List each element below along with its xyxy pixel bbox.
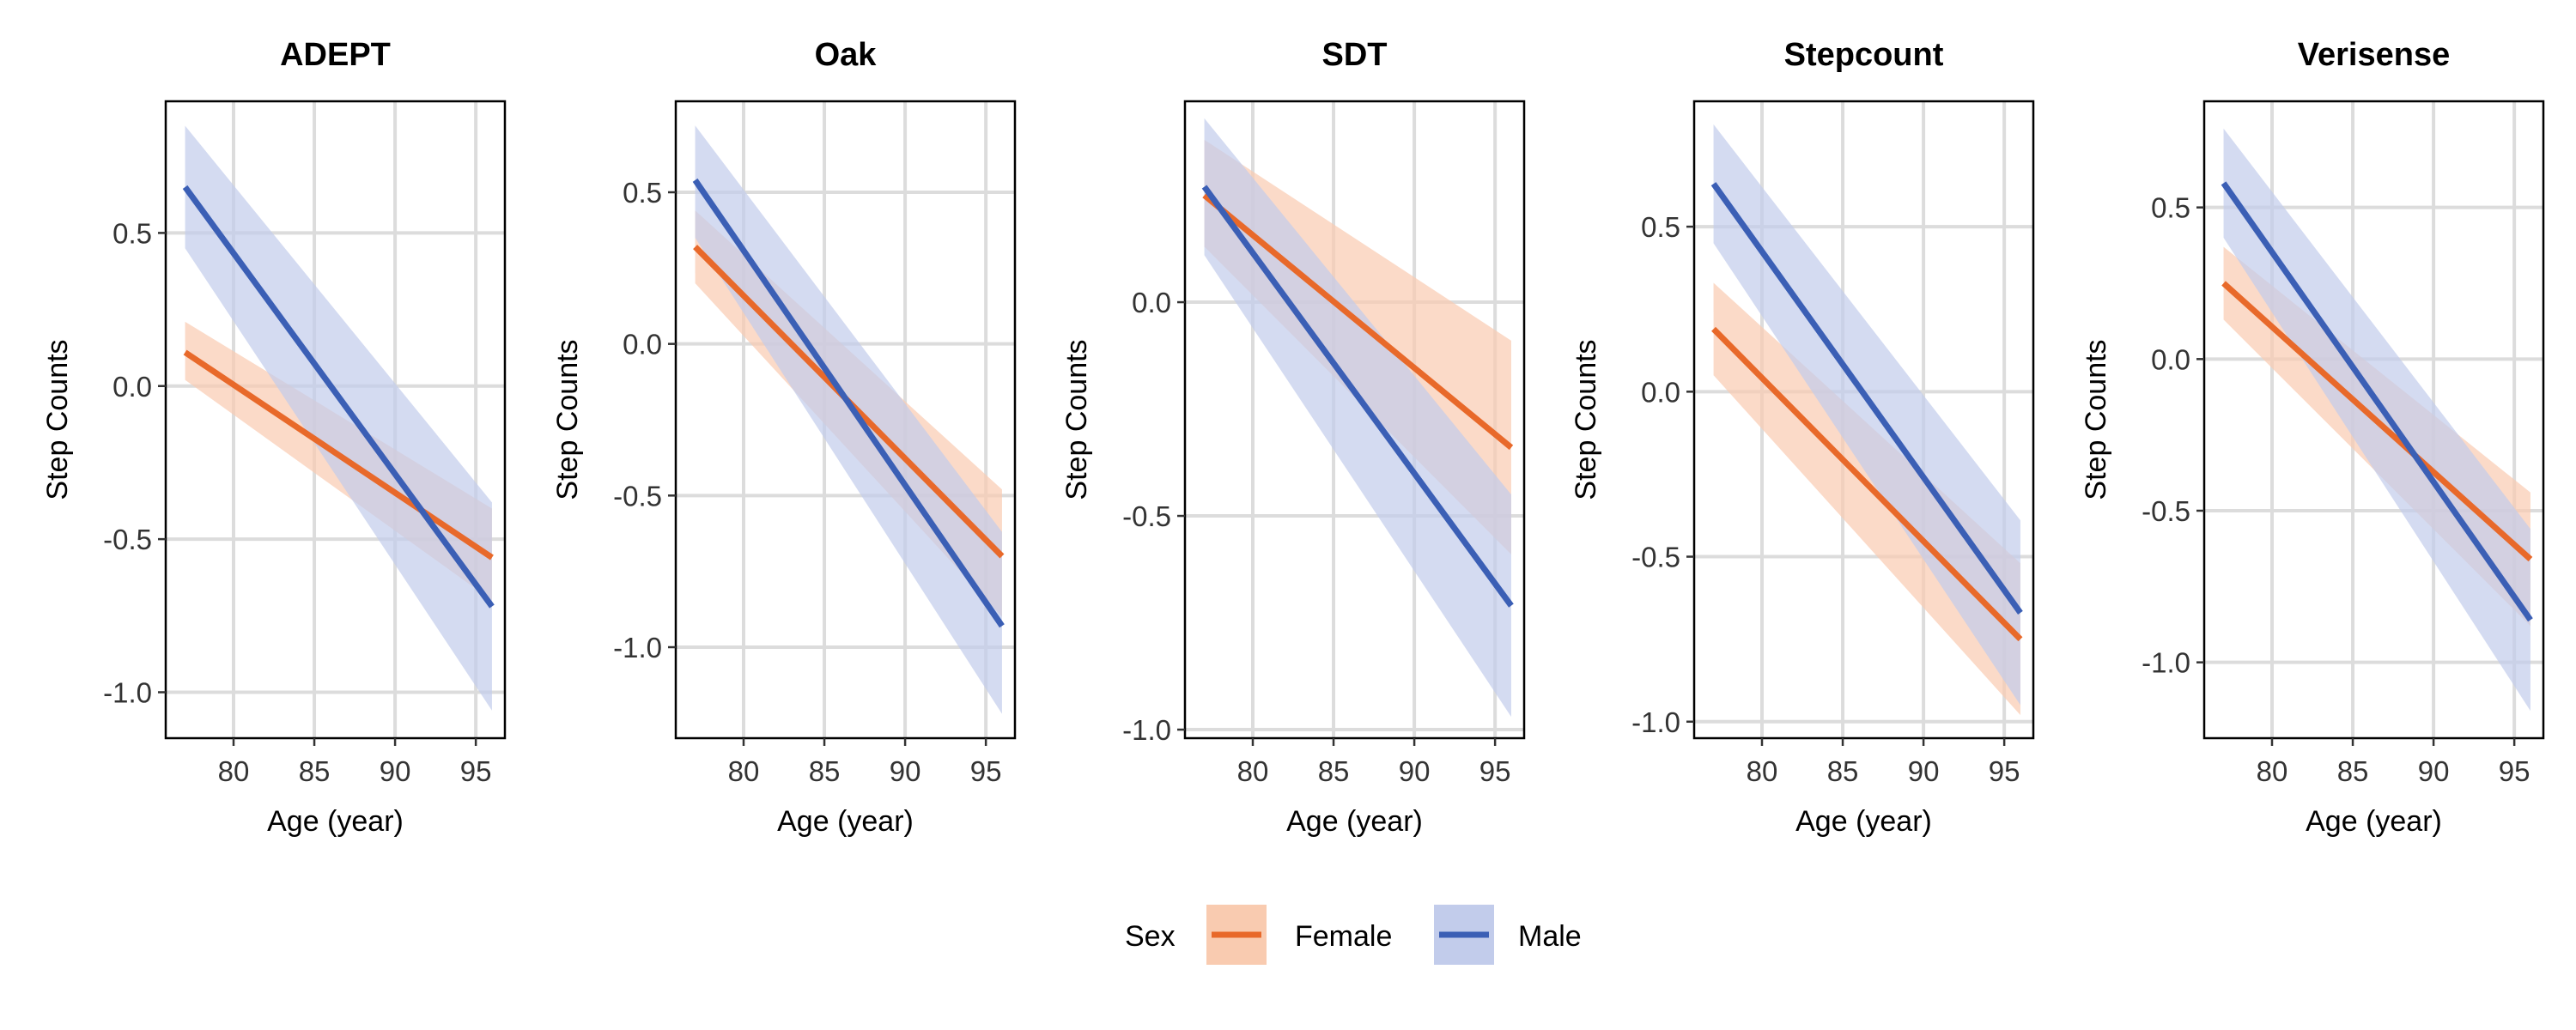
y-tick-label-0: 0.0 xyxy=(112,371,152,403)
y-tick-label--0.5: -0.5 xyxy=(1631,542,1680,573)
y-tick-label-0: 0.0 xyxy=(623,329,662,360)
ci-band-male-oak xyxy=(695,125,1002,714)
x-axis-label-verisense: Age (year) xyxy=(2306,805,2442,838)
x-tick-label-85: 85 xyxy=(299,755,331,787)
x-axis-label-oak: Age (year) xyxy=(777,805,914,838)
panel-stepcount: 80 85 90 95 -1.0 -0.5 0.0 0.5 Stepcount Age (year… xyxy=(1570,37,2035,838)
y-tick-label-0.5: 0.5 xyxy=(2151,192,2190,224)
panel-oak: 80 85 90 95 -1.0 -0.5 0.0 0.5 Oak Age (year) Step … xyxy=(551,37,1017,838)
trend-line-male-stepcount xyxy=(1710,182,2023,615)
x-axis-label-sdt: Age (year) xyxy=(1286,805,1423,838)
chart-panels: 80 85 90 95 -1.0 -0.5 0.0 0.5 ADEPT Age (year) Ste… xyxy=(41,37,2545,838)
trend-line-female-stepcount xyxy=(1711,326,2023,642)
legend-label-female: Female xyxy=(1295,920,1392,953)
x-tick-label-90: 90 xyxy=(380,755,411,787)
legend-label-male: Male xyxy=(1518,920,1582,953)
x-tick-label-80: 80 xyxy=(1237,755,1269,787)
panel-title-adept: ADEPT xyxy=(280,37,391,73)
ci-band-male-sdt xyxy=(1204,118,1511,718)
y-axis-label-verisense: Step Counts xyxy=(2080,339,2112,500)
panel-border-adept xyxy=(164,100,507,740)
trend-line-male-sdt xyxy=(1201,185,1514,608)
x-tick-label-95: 95 xyxy=(1479,755,1511,787)
y-axis-label-adept: Step Counts xyxy=(41,339,74,500)
legend: Sex Female Male xyxy=(1125,905,1582,965)
panel-title-verisense: Verisense xyxy=(2298,37,2450,73)
trend-line-female-verisense xyxy=(2221,281,2533,562)
y-axis-label-oak: Step Counts xyxy=(551,339,584,500)
x-tick-label-80: 80 xyxy=(218,755,250,787)
panel-sdt: 80 85 90 95 -1.0 -0.5 0.0 SDT Age (year) Step Cou… xyxy=(1060,37,1526,838)
trend-line-female-sdt xyxy=(1202,192,1514,451)
y-tick-label--1: -1.0 xyxy=(103,676,152,708)
ci-band-female-stepcount xyxy=(1713,282,2020,716)
x-tick-label-85: 85 xyxy=(809,755,841,787)
x-tick-label-95: 95 xyxy=(970,755,1002,787)
y-tick-label-0: 0.0 xyxy=(1132,287,1171,318)
y-tick-label--0.5: -0.5 xyxy=(613,480,662,512)
y-tick-label-0.5: 0.5 xyxy=(1641,211,1680,243)
x-tick-label-90: 90 xyxy=(890,755,921,787)
x-tick-label-90: 90 xyxy=(1399,755,1431,787)
panel-title-stepcount: Stepcount xyxy=(1784,37,1944,73)
panel-title-sdt: SDT xyxy=(1322,37,1388,73)
panel-border-oak xyxy=(674,100,1017,740)
y-tick-label--1: -1.0 xyxy=(2142,647,2190,679)
y-tick-label--1: -1.0 xyxy=(1631,706,1680,738)
y-tick-label--1: -1.0 xyxy=(613,632,662,663)
y-tick-label--1: -1.0 xyxy=(1122,714,1171,746)
ci-band-male-adept xyxy=(185,125,492,711)
x-tick-label-85: 85 xyxy=(1318,755,1350,787)
x-tick-label-95: 95 xyxy=(1989,755,2020,787)
y-axis-label-stepcount: Step Counts xyxy=(1570,339,1602,500)
legend-title: Sex xyxy=(1125,920,1176,953)
x-axis-label-adept: Age (year) xyxy=(267,805,404,838)
panel-border-sdt xyxy=(1183,100,1526,740)
y-tick-label-0.5: 0.5 xyxy=(112,217,152,249)
x-axis-label-stepcount: Age (year) xyxy=(1795,805,1932,838)
panel-title-oak: Oak xyxy=(815,37,878,73)
legend-entry-female: Female xyxy=(1206,905,1392,965)
x-tick-label-85: 85 xyxy=(1827,755,1859,787)
legend-entry-male: Male xyxy=(1434,905,1582,965)
y-tick-label-0.5: 0.5 xyxy=(623,177,662,209)
x-tick-label-80: 80 xyxy=(728,755,760,787)
y-tick-label--0.5: -0.5 xyxy=(2142,495,2190,527)
panel-adept: 80 85 90 95 -1.0 -0.5 0.0 0.5 ADEPT Age (year) Ste… xyxy=(41,37,507,838)
trend-line-male-verisense xyxy=(2221,181,2533,622)
trend-line-male-adept xyxy=(182,185,495,609)
panel-border-stepcount xyxy=(1692,100,2035,740)
x-tick-label-95: 95 xyxy=(2499,755,2530,787)
x-tick-label-90: 90 xyxy=(2418,755,2450,787)
y-tick-label--0.5: -0.5 xyxy=(103,524,152,555)
y-tick-label-0: 0.0 xyxy=(1641,376,1680,408)
x-tick-label-80: 80 xyxy=(1747,755,1778,787)
panel-border-verisense xyxy=(2202,100,2545,740)
x-tick-label-95: 95 xyxy=(460,755,492,787)
x-tick-label-85: 85 xyxy=(2337,755,2369,787)
x-tick-label-90: 90 xyxy=(1908,755,1940,787)
trend-line-male-oak xyxy=(692,178,1005,628)
y-tick-label--0.5: -0.5 xyxy=(1122,500,1171,532)
y-tick-label-0: 0.0 xyxy=(2151,343,2190,375)
trend-line-female-adept xyxy=(183,349,494,560)
x-tick-label-80: 80 xyxy=(2257,755,2288,787)
y-axis-label-sdt: Step Counts xyxy=(1060,339,1093,500)
panel-verisense: 80 85 90 95 -1.0 -0.5 0.0 0.5 Verisense Age (year… xyxy=(2080,37,2545,838)
